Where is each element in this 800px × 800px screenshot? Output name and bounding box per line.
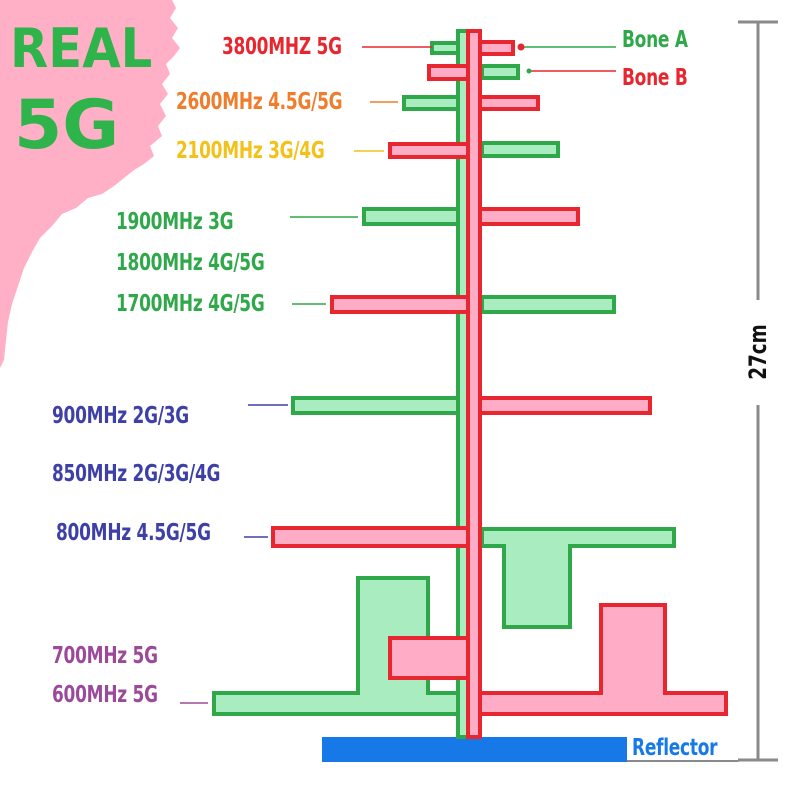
- bone-a-connector-dot: [517, 43, 525, 51]
- title-5g: 5G: [14, 86, 120, 165]
- band-label-900: 900MHz 2G/3G: [52, 403, 189, 429]
- band-label-1700: 1700MHz 4G/5G: [116, 291, 265, 317]
- bone-b-arm-3800: [478, 40, 515, 56]
- bone-a: [212, 29, 676, 739]
- bone-a-arm-3800b: [480, 64, 520, 80]
- band-leader-lines: [180, 46, 432, 704]
- bone-b: [271, 29, 728, 739]
- bone-b-arm-800: [271, 526, 470, 548]
- bone-a-arm-1900: [362, 207, 460, 226]
- band-label-1800: 1800MHz 4G/5G: [116, 250, 265, 276]
- bone-a-arm-2100: [480, 141, 560, 158]
- bone-b-arm-1700: [330, 295, 470, 314]
- legend-bone-b-label: Bone B: [622, 65, 688, 91]
- bone-b-arm-3800b: [427, 64, 470, 81]
- bone-a-arm-3800: [430, 41, 460, 55]
- band-label-3800: 3800MHZ 5G: [222, 34, 342, 60]
- bone-a-arm-1700: [480, 295, 616, 314]
- reflector-label: Reflector: [632, 735, 718, 761]
- band-label-600: 600MHz 5G: [52, 682, 158, 708]
- bone-b-arm-2600: [478, 95, 540, 111]
- reflector-bar: [322, 737, 627, 762]
- bone-b-spine: [466, 29, 482, 739]
- band-label-1900: 1900MHz 3G: [116, 209, 234, 235]
- dimension-label: 27cm: [744, 324, 772, 380]
- band-label-850: 850MHz 2G/3G/4G: [52, 461, 221, 487]
- bone-a-arm-800-block: [480, 527, 676, 629]
- bone-b-arm-2100: [388, 142, 470, 159]
- legend-bone-a-label: Bone A: [622, 27, 688, 53]
- corner-pink-background: [0, 0, 180, 368]
- bone-b-connector-dot: [526, 68, 532, 74]
- bone-b-arm-1900: [478, 207, 580, 226]
- band-label-2600: 2600MHz 4.5G/5G: [176, 89, 343, 115]
- dimension-bracket: [738, 20, 778, 762]
- band-label-800: 800MHz 4.5G/5G: [56, 520, 211, 546]
- bone-b-arm-900: [478, 396, 652, 415]
- bone-b-arm-700-block: [388, 636, 470, 680]
- bone-b-arm-600-block: [478, 603, 728, 716]
- title-real: REAL: [10, 17, 153, 80]
- band-label-700: 700MHz 5G: [52, 643, 158, 669]
- band-label-2100: 2100MHz 3G/4G: [176, 138, 325, 164]
- legend-connectors: [517, 43, 616, 74]
- bone-a-arm-2600: [402, 95, 460, 111]
- bone-a-arm-900: [291, 396, 460, 415]
